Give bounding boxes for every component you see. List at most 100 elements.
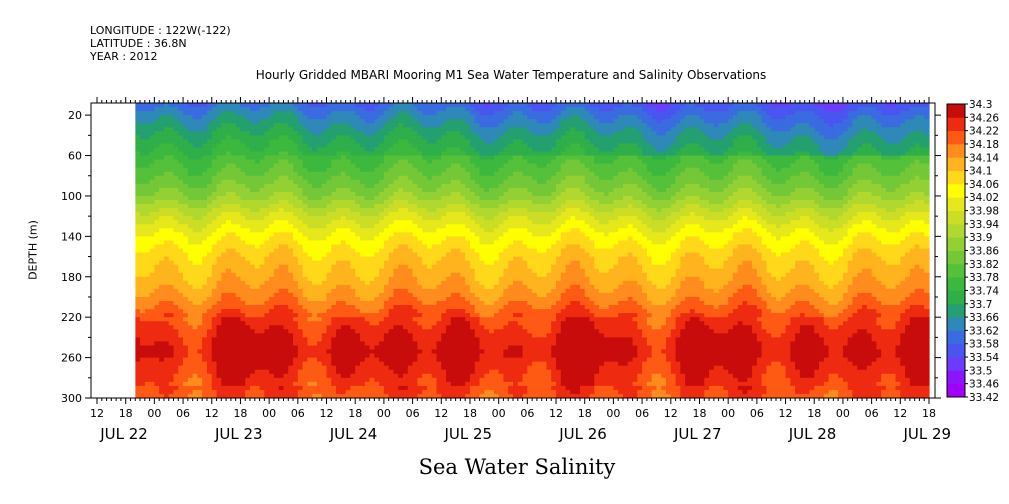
heatmap-cell — [297, 163, 304, 169]
heatmap-cell — [269, 313, 275, 318]
heatmap-cell — [245, 381, 251, 387]
heatmap-cell — [369, 272, 375, 278]
heatmap-cell — [273, 228, 280, 233]
heatmap-cell — [326, 119, 332, 124]
heatmap-cell — [226, 151, 232, 157]
heatmap-cell — [259, 199, 265, 205]
heatmap-cell — [202, 349, 208, 355]
heatmap-cell — [183, 256, 189, 262]
heatmap-cell — [455, 240, 462, 246]
heatmap-cell — [316, 305, 323, 310]
heatmap-cell — [288, 296, 294, 302]
heatmap-cell — [441, 325, 447, 330]
heatmap-cell — [173, 337, 179, 343]
heatmap-cell — [383, 228, 390, 233]
heatmap-cell — [403, 236, 409, 241]
heatmap-cell — [206, 119, 213, 124]
heatmap-cell — [163, 341, 170, 347]
heatmap-cell — [197, 361, 203, 367]
heatmap-cell — [431, 240, 438, 246]
heatmap-cell — [383, 220, 390, 225]
heatmap-cell — [168, 276, 175, 282]
heatmap-cell — [183, 313, 189, 318]
heatmap-cell — [359, 171, 366, 177]
heatmap-cell — [230, 143, 237, 149]
heatmap-cell — [355, 389, 361, 395]
heatmap-cell — [154, 143, 160, 149]
heatmap-cell — [450, 216, 457, 221]
heatmap-cell — [187, 317, 194, 322]
heatmap-cell — [254, 280, 261, 286]
heatmap-cell — [221, 345, 227, 351]
heatmap-cell — [450, 357, 457, 363]
heatmap-cell — [455, 183, 462, 189]
heatmap-cell — [331, 240, 337, 246]
heatmap-cell — [135, 139, 141, 145]
heatmap-cell — [460, 119, 466, 124]
heatmap-cell — [230, 389, 237, 395]
heatmap-cell — [364, 381, 371, 387]
heatmap-cell — [307, 208, 313, 213]
heatmap-cell — [350, 163, 356, 169]
heatmap-cell — [436, 321, 442, 326]
heatmap-cell — [407, 123, 414, 128]
heatmap-cell — [264, 216, 270, 221]
heatmap-cell — [302, 280, 308, 286]
heatmap-cell — [393, 353, 399, 359]
heatmap-cell — [149, 119, 155, 124]
heatmap-cell — [388, 305, 395, 310]
heatmap-cell — [312, 256, 318, 262]
heatmap-cell — [206, 337, 213, 343]
heatmap-cell — [230, 236, 237, 241]
heatmap-cell — [450, 195, 457, 201]
heatmap-cell — [393, 280, 399, 286]
heatmap-cell — [192, 220, 199, 225]
heatmap-cell — [383, 268, 390, 274]
heatmap-cell — [293, 276, 299, 282]
heatmap-cell — [230, 305, 237, 310]
heatmap-cell — [144, 183, 151, 189]
heatmap-cell — [455, 345, 462, 351]
heatmap-cell — [455, 171, 462, 177]
heatmap-cell — [259, 103, 265, 108]
heatmap-cell — [254, 244, 261, 250]
heatmap-cell — [211, 199, 218, 205]
heatmap-cell — [374, 187, 380, 193]
heatmap-cell — [168, 256, 175, 262]
heatmap-cell — [173, 171, 179, 177]
heatmap-cell — [226, 212, 232, 217]
heatmap-cell — [331, 127, 337, 132]
heatmap-cell — [379, 284, 385, 290]
heatmap-cell — [417, 244, 423, 250]
heatmap-cell — [235, 272, 242, 278]
heatmap-cell — [412, 292, 418, 298]
heatmap-cell — [340, 329, 347, 334]
heatmap-cell — [202, 276, 208, 282]
heatmap-cell — [163, 139, 170, 145]
heatmap-cell — [403, 361, 409, 367]
heatmap-cell — [393, 256, 399, 262]
heatmap-cell — [450, 292, 457, 298]
heatmap-cell — [135, 301, 141, 306]
heatmap-cell — [446, 143, 452, 149]
heatmap-cell — [312, 329, 318, 334]
heatmap-cell — [431, 248, 438, 254]
heatmap-cell — [288, 260, 294, 266]
heatmap-cell — [403, 143, 409, 149]
heatmap-cell — [135, 272, 141, 278]
heatmap-cell — [441, 232, 447, 237]
heatmap-cell — [211, 151, 218, 157]
heatmap-cell — [297, 175, 304, 181]
heatmap-cell — [455, 199, 462, 205]
heatmap-cell — [173, 191, 179, 197]
heatmap-cell — [235, 111, 242, 116]
heatmap-cell — [206, 325, 213, 330]
heatmap-cell — [226, 208, 232, 213]
heatmap-cell — [374, 353, 380, 359]
heatmap-cell — [316, 349, 323, 355]
heatmap-cell — [216, 329, 222, 334]
heatmap-cell — [240, 236, 246, 241]
heatmap-cell — [388, 377, 395, 383]
heatmap-cell — [297, 167, 304, 173]
heatmap-cell — [407, 131, 414, 136]
